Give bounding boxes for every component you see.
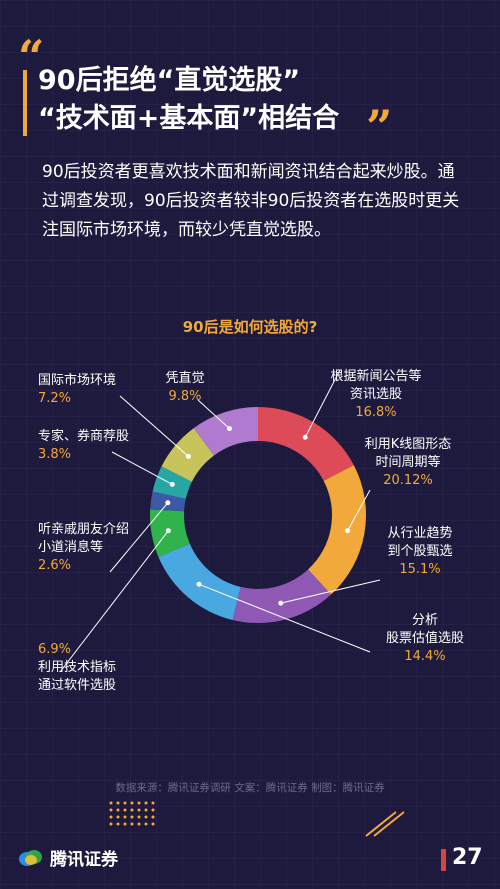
decorative-dots <box>109 801 155 826</box>
slice-category-label: 时间周期等 <box>375 454 440 470</box>
brand-logo: 腾讯证券 <box>18 845 118 870</box>
slice-value-label: 2.6% <box>38 558 71 573</box>
donut-slice <box>158 543 241 620</box>
slice-category-label: 专家、券商荐股 <box>38 428 129 444</box>
slice-value-label: 20.12% <box>383 473 433 488</box>
donut-slice <box>308 465 367 595</box>
decorative-slash <box>365 811 405 837</box>
page-marker <box>441 849 446 871</box>
slice-category-label: 凭直觉 <box>165 371 204 386</box>
slice-value-label: 14.4% <box>404 649 445 664</box>
slice-category-label: 股票估值选股 <box>386 630 464 646</box>
slice-category-label: 到个股甄选 <box>387 544 452 559</box>
leader-dot <box>165 528 171 534</box>
slice-value-label: 3.8% <box>38 447 71 462</box>
intro-paragraph: 90后投资者更喜欢技术面和新闻资讯结合起来炒股。通过调查发现，90后投资者较非9… <box>42 162 460 240</box>
slice-value-label: 16.8% <box>355 405 396 420</box>
slice-category-label: 小道消息等 <box>38 539 103 555</box>
leader-line <box>109 502 169 573</box>
slice-category-label: 听亲戚朋友介绍 <box>38 521 129 537</box>
slice-category-label: 根据新闻公告等 <box>330 368 421 384</box>
donut-slice <box>232 569 332 623</box>
leader-line <box>59 530 169 673</box>
leader-line <box>304 369 341 438</box>
open-quote-icon: “ <box>18 30 45 84</box>
leader-dot <box>227 426 233 432</box>
leader-line <box>119 395 189 457</box>
leader-dot <box>185 453 191 459</box>
donut-slice <box>193 407 258 456</box>
page-number: 27 <box>452 845 483 870</box>
title-line-1: 90后拒绝“直觉选股” <box>38 65 301 96</box>
slice-category-label: 资讯选股 <box>350 387 402 402</box>
slice-category-label: 分析 <box>412 613 438 628</box>
donut-slice <box>149 509 190 557</box>
leader-dot <box>302 434 308 440</box>
leader-line <box>111 451 173 485</box>
leader-dot <box>345 528 351 534</box>
slice-value-label: 6.9% <box>38 642 71 657</box>
slice-category-label: 国际市场环境 <box>38 372 116 388</box>
leader-dot <box>196 581 202 587</box>
leader-dot <box>169 481 175 487</box>
tencent-logo-icon <box>19 849 42 866</box>
donut-slice <box>258 407 354 481</box>
slice-category-label: 通过软件选股 <box>38 678 116 693</box>
slice-category-label: 利用技术指标 <box>38 660 116 675</box>
chart-title: 90后是如何选股的? <box>182 318 318 336</box>
leader-line <box>197 399 230 429</box>
leader-line <box>198 583 371 653</box>
slice-category-label: 从行业趋势 <box>387 525 452 541</box>
title-line-2: “技术面+基本面”相结合 <box>38 103 340 134</box>
page-title: 90后拒绝“直觉选股” “技术面+基本面”相结合 <box>38 62 339 138</box>
close-quote-icon: ” <box>366 100 393 154</box>
brand-name: 腾讯证券 <box>50 850 118 870</box>
slice-category-label: 利用K线图形态 <box>365 437 452 452</box>
footer-source-note: 数据来源：腾讯证券调研 文案：腾讯证券 制图：腾讯证券 <box>115 782 385 794</box>
leader-line <box>347 489 371 532</box>
slice-value-label: 15.1% <box>399 562 440 577</box>
title-accent-bar <box>23 70 27 136</box>
leader-line <box>280 579 381 604</box>
leader-dot <box>278 600 284 606</box>
slice-value-label: 9.8% <box>168 389 201 404</box>
slice-value-label: 7.2% <box>38 391 71 406</box>
leader-dot <box>165 500 171 506</box>
